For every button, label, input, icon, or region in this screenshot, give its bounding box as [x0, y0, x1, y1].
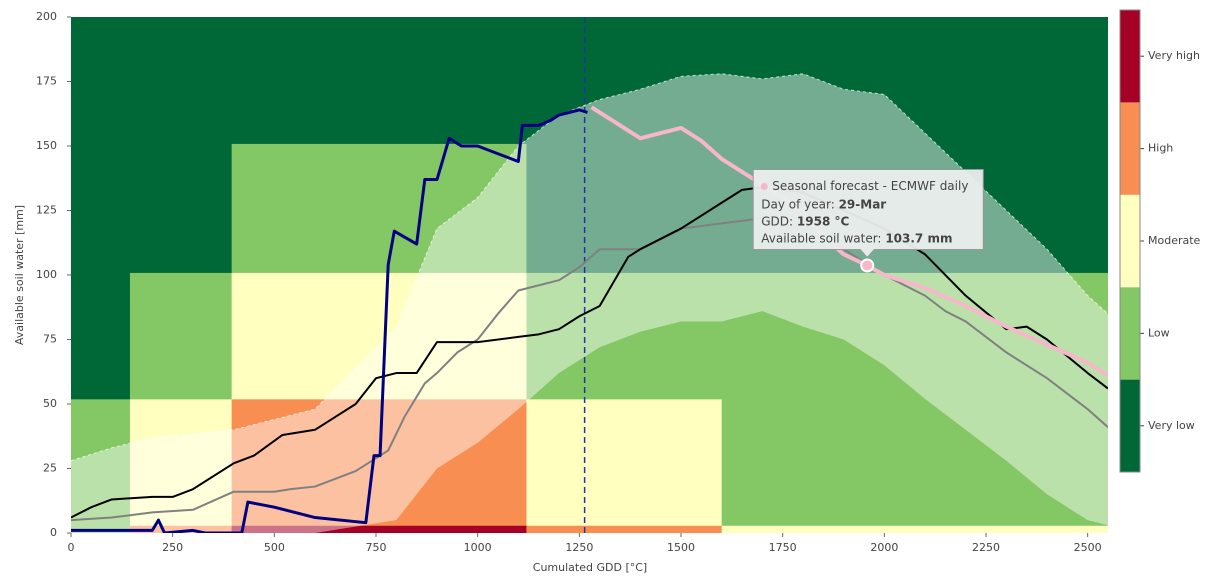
series-line: [71, 217, 1108, 522]
band-edge: [71, 73, 1108, 462]
colorbar-swatch: [1120, 379, 1140, 472]
tooltip-value: 1958 °C: [797, 214, 850, 228]
y-tick-label: 150: [36, 139, 57, 152]
tooltip-line: GDD: 1958 °C: [761, 214, 849, 228]
colorbar-swatch: [1120, 287, 1140, 380]
series-line: [71, 108, 588, 533]
heatmap-cell: [526, 272, 723, 400]
y-tick-label: 75: [43, 333, 57, 346]
y-tick-label: 125: [36, 204, 57, 217]
colorbar-swatch: [1120, 10, 1140, 103]
heatmap-cell: [721, 525, 1108, 533]
colorbar-label: Very high: [1148, 49, 1200, 62]
heatmap-cell: [71, 143, 131, 273]
x-tick-label: 1250: [565, 541, 593, 554]
tooltip-key: Available soil water:: [761, 231, 881, 245]
x-tick-label: 0: [68, 541, 75, 554]
y-axis-label: Available soil water [mm]: [13, 205, 26, 345]
colorbar-label: Moderate: [1148, 234, 1201, 247]
y-tick-label: 50: [43, 397, 57, 410]
heatmap-cell: [231, 398, 527, 526]
heatmap-cell: [129, 143, 233, 273]
axes: 0 250 500 750 1000 1250 1500 1750 2000 2250 2500 0 2…: [36, 9, 1201, 554]
heatmap-cell: [721, 272, 1108, 400]
colorbar-label: Low: [1148, 326, 1170, 339]
x-tick-label: 250: [162, 541, 183, 554]
tooltip-line: Day of year: 29-Mar: [761, 197, 886, 211]
heatmap-cell: [721, 398, 1108, 526]
tooltip-title: Seasonal forecast - ECMWF daily: [772, 179, 968, 193]
y-tick-label: 25: [43, 462, 57, 475]
x-axis-label: Cumulated GDD [°C]: [533, 561, 647, 574]
x-tick-label: 1750: [769, 541, 797, 554]
x-tick-label: 2250: [972, 541, 1000, 554]
heatmap-cell: [231, 525, 527, 533]
heatmap-cell: [129, 525, 233, 533]
heatmap-cell: [231, 143, 527, 273]
heatmap-cell: [71, 17, 131, 144]
y-tick-label: 0: [50, 526, 57, 539]
x-tick-label: 1500: [667, 541, 695, 554]
colorbar-swatch: [1120, 194, 1140, 288]
x-tick-label: 750: [366, 541, 387, 554]
series-line: [71, 186, 1108, 519]
tooltip-value: 103.7 mm: [885, 231, 952, 245]
colorbar-swatch: [1120, 102, 1140, 195]
heatmap-cell: [129, 17, 233, 144]
heatmap-cell: [71, 272, 131, 400]
heatmap-cell: [526, 398, 723, 526]
x-tick-label: 2000: [870, 541, 898, 554]
heatmap-cell: [129, 272, 233, 400]
x-tick-label: 1000: [464, 541, 492, 554]
tooltip-key: Day of year:: [761, 197, 835, 211]
y-tick-label: 200: [36, 10, 57, 23]
heatmap-cell: [526, 525, 723, 533]
tooltip-line: Available soil water: 103.7 mm: [761, 231, 952, 245]
tooltip-box: [752, 168, 984, 259]
tooltip-key: GDD:: [761, 214, 793, 228]
colorbar-label: Very low: [1148, 419, 1195, 432]
hover-point: [860, 258, 875, 273]
colorbar-label: High: [1148, 142, 1173, 155]
x-tick-label: 500: [264, 541, 285, 554]
tooltip-value: 29-Mar: [839, 197, 887, 211]
tooltip-dot: [760, 182, 768, 190]
x-tick-label: 2500: [1074, 541, 1102, 554]
tooltip: Seasonal forecast - ECMWF daily Day of ye…: [752, 168, 984, 259]
plot-area: [71, 17, 1108, 533]
heatmap-cell: [721, 17, 1108, 144]
heatmap-cell: [231, 17, 527, 144]
y-tick-label: 100: [36, 268, 57, 281]
heatmap-cell: [526, 143, 723, 273]
heatmap-cell: [526, 17, 723, 144]
y-tick-label: 175: [36, 75, 57, 88]
colorbar-frame: [1119, 9, 1141, 473]
heatmap-cell: [129, 398, 233, 526]
